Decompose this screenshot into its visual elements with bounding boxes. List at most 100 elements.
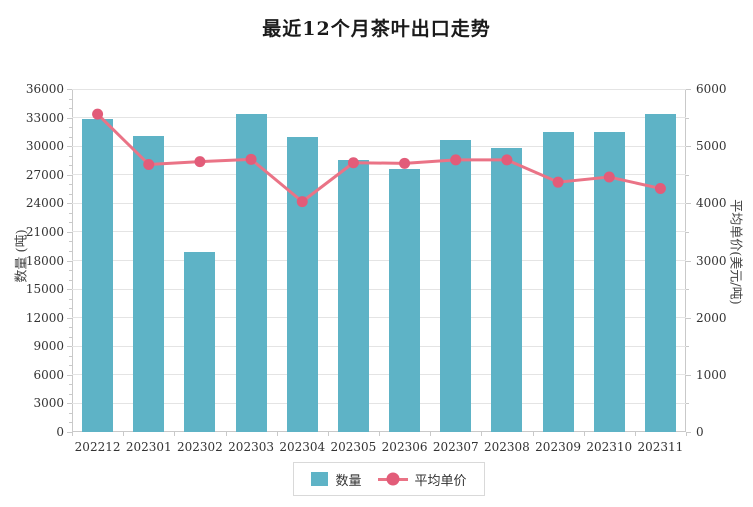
right-axis-tick xyxy=(686,432,691,433)
price-point-202303[interactable]: 平均单价 202303: 4770 xyxy=(245,153,257,165)
price-point-202309[interactable]: 平均单价 202309: 4370 xyxy=(552,176,564,188)
bar-202212[interactable] xyxy=(82,118,114,432)
x-axis-tick xyxy=(123,432,125,436)
legend-item-price[interactable]: 平均单价 xyxy=(377,470,467,489)
right-axis-tick xyxy=(686,260,691,262)
left-axis-tick-label: 0 xyxy=(56,425,64,439)
right-axis-tick xyxy=(686,146,691,148)
gridline xyxy=(72,145,686,147)
right-axis-tick xyxy=(686,317,691,319)
x-axis-tick xyxy=(174,432,176,436)
price-point-202310[interactable]: 平均单价 202310: 4460 xyxy=(603,171,615,183)
gridline xyxy=(72,117,686,119)
left-axis-tick xyxy=(67,174,72,176)
left-axis-tick-label: 9000 xyxy=(33,339,64,354)
left-axis-tick-label: 12000 xyxy=(25,310,64,325)
x-tick-label: 202305 xyxy=(330,440,377,454)
right-axis-tick-label: 5000 xyxy=(696,139,727,154)
price-line xyxy=(96,113,661,204)
left-axis-minor-tick xyxy=(69,184,72,186)
gridline xyxy=(72,88,686,90)
bar-202302[interactable] xyxy=(184,251,216,432)
left-axis-minor-tick xyxy=(69,270,72,272)
left-axis-minor-tick xyxy=(69,327,72,329)
gridline xyxy=(72,345,686,347)
x-axis-tick xyxy=(72,432,73,436)
right-axis-tick-label: 6000 xyxy=(696,82,727,96)
right-axis-tick-label: 1000 xyxy=(696,367,727,382)
x-tick-label: 202306 xyxy=(381,440,428,454)
left-axis-tick-label: 6000 xyxy=(33,367,64,382)
gridline xyxy=(72,174,686,176)
price-point-202212[interactable]: 平均单价 202212: 5560 xyxy=(92,108,104,120)
left-axis-tick xyxy=(67,346,72,348)
bar-202311[interactable] xyxy=(644,113,676,432)
price-point-202304[interactable]: 平均单价 202304: 4030 xyxy=(296,196,308,208)
left-axis-minor-tick xyxy=(69,298,72,300)
price-point-202302[interactable]: 平均单价 202302: 4730 xyxy=(194,156,206,168)
left-axis-minor-tick xyxy=(69,212,72,214)
price-point-202307[interactable]: 平均单价 202307: 4760 xyxy=(450,154,462,166)
legend-label-price: 平均单价 xyxy=(414,473,467,489)
left-axis-tick-label: 21000 xyxy=(25,224,64,239)
left-axis-minor-tick xyxy=(69,241,72,243)
left-axis-tick-label: 36000 xyxy=(25,82,64,96)
x-axis-tick xyxy=(276,432,278,436)
right-axis-tick-label: 3000 xyxy=(696,253,727,268)
price-point-202311[interactable]: 平均单价 202311: 4260 xyxy=(654,182,666,194)
left-axis-tick-label: 24000 xyxy=(25,196,64,211)
x-axis-tick xyxy=(430,432,432,436)
left-axis-minor-tick xyxy=(69,393,72,395)
left-axis-minor-tick xyxy=(69,98,72,100)
right-axis-tick-label: 4000 xyxy=(696,196,727,211)
x-axis-tick xyxy=(379,432,380,436)
gridline xyxy=(72,317,686,319)
x-axis-tick xyxy=(686,432,687,436)
price-point-202305[interactable]: 平均单价 202305: 4710 xyxy=(347,157,359,169)
x-tick-label: 202310 xyxy=(586,440,633,454)
gridline xyxy=(72,260,686,261)
x-tick-label: 202302 xyxy=(177,440,223,454)
bar-202301[interactable] xyxy=(133,135,165,432)
x-tick-label: 202301 xyxy=(125,440,172,454)
right-axis-minor-tick xyxy=(686,117,689,119)
bar-202308[interactable] xyxy=(491,148,523,432)
left-axis-tick xyxy=(67,260,72,262)
left-axis-minor-tick xyxy=(69,412,72,414)
left-axis-minor-tick xyxy=(69,222,72,224)
bar-202304[interactable] xyxy=(286,136,318,432)
left-axis-minor-tick xyxy=(69,279,72,281)
legend-item-quantity[interactable]: 数量 xyxy=(311,470,362,489)
right-axis-minor-tick xyxy=(686,174,689,176)
left-axis-minor-tick xyxy=(69,108,72,110)
x-tick-label: 202308 xyxy=(484,440,530,454)
price-point-202306[interactable]: 平均单价 202306: 4700 xyxy=(399,157,411,169)
bar-202306[interactable] xyxy=(389,169,421,432)
left-axis-minor-tick xyxy=(69,250,72,252)
left-axis-minor-tick xyxy=(69,336,72,338)
line-series-marker xyxy=(377,472,408,486)
bar-202307[interactable] xyxy=(440,140,472,432)
price-point-202301[interactable]: 平均单价 202301: 4680 xyxy=(143,158,155,170)
price-point-202308[interactable]: 平均单价 202308: 4760 xyxy=(501,154,513,166)
gridline xyxy=(72,202,686,204)
right-axis-tick-label: 2000 xyxy=(696,310,727,325)
price-line-layer: 平均单价 202212: 5560 平均单价 202301: 4680 平均单价 2… xyxy=(92,108,666,208)
left-axis-tick xyxy=(67,432,72,433)
left-axis-tick xyxy=(67,89,72,90)
left-axis-minor-tick xyxy=(69,165,72,167)
left-axis-tick-label: 18000 xyxy=(25,253,64,268)
left-axis-minor-tick xyxy=(69,308,72,310)
right-axis-minor-tick xyxy=(686,346,689,348)
x-tick-label: 202307 xyxy=(432,440,479,454)
right-axis-minor-tick xyxy=(686,403,689,405)
legend-label-quantity: 数量 xyxy=(335,473,362,489)
right-axis-tick xyxy=(686,203,691,205)
left-axis-tick xyxy=(67,146,72,148)
right-axis-tick xyxy=(686,374,691,376)
x-axis-tick xyxy=(532,432,534,436)
gridline xyxy=(72,231,686,233)
left-axis-tick xyxy=(67,231,72,233)
gridline xyxy=(72,288,686,290)
bar-202305[interactable] xyxy=(337,160,369,432)
